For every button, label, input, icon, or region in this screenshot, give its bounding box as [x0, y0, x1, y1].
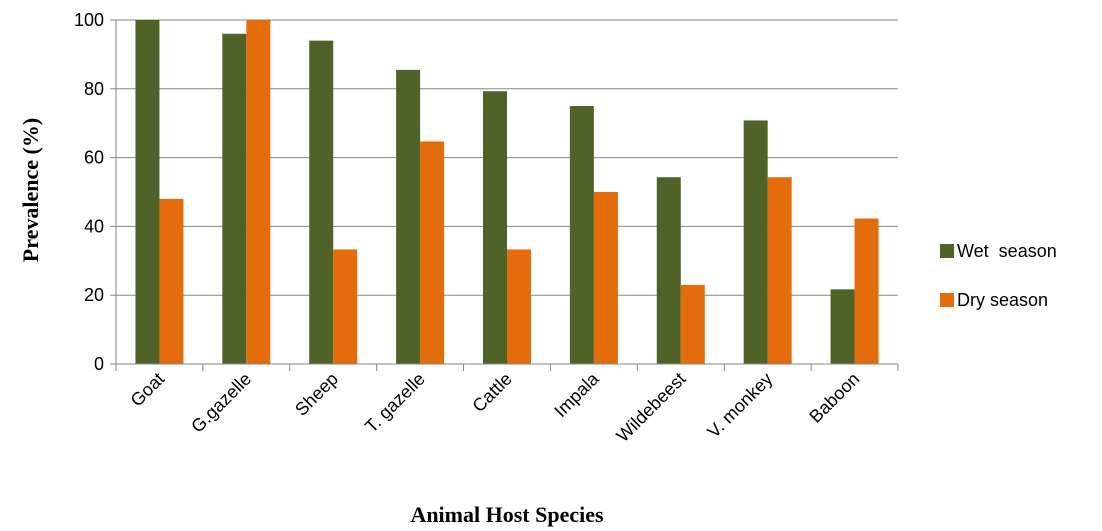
x-tick-label: Impala	[550, 368, 603, 421]
bar-wet-8	[830, 289, 855, 364]
bar-wet-3	[396, 69, 421, 364]
legend-label-dry-season: Dry season	[957, 290, 1048, 310]
y-tick-label: 40	[84, 216, 104, 236]
bar-dry-0	[159, 198, 184, 364]
legend-swatch-dry-season	[940, 293, 954, 307]
y-tick-label: 20	[84, 285, 104, 305]
bar-dry-7	[767, 177, 792, 364]
bar-wet-1	[222, 33, 247, 364]
bar-dry-6	[680, 284, 705, 364]
legend-swatch-wet-season	[940, 244, 954, 258]
x-tick-label: V. monkey	[703, 369, 776, 442]
bar-dry-1	[246, 20, 271, 364]
bar-wet-2	[309, 40, 334, 364]
legend: Wet season Dry season	[940, 241, 1057, 310]
x-tick-label: G.gazelle	[187, 369, 255, 437]
bar-dry-4	[507, 249, 531, 364]
bar-dry-5	[593, 192, 618, 364]
x-tick-label: T. gazelle	[361, 369, 429, 437]
x-tick-labels: Goat G.gazelle Sheep T. gazelle Cattle Impala…	[127, 368, 864, 446]
bar-dry-2	[333, 249, 358, 364]
y-tick-label: 100	[74, 10, 104, 30]
y-tick-label: 0	[94, 354, 104, 374]
bar-wet-0	[135, 20, 160, 364]
y-tick-labels: 0 20 40 60 80 100	[74, 10, 104, 374]
bars	[135, 20, 879, 364]
y-tick-label: 80	[84, 79, 104, 99]
axes	[110, 19, 899, 371]
x-tick-label: Wildebeest	[612, 369, 689, 446]
bar-dry-3	[420, 141, 445, 364]
x-tick-label: Cattle	[468, 369, 515, 416]
y-tick-label: 60	[84, 148, 104, 168]
bar-wet-6	[656, 177, 681, 364]
bar-dry-8	[854, 218, 879, 364]
x-tick-label: Sheep	[291, 369, 342, 420]
bar-wet-7	[743, 120, 768, 364]
x-tick-label: Baboon	[805, 369, 863, 427]
legend-label-wet-season: Wet season	[957, 241, 1057, 261]
x-axis-title: Animal Host Species	[410, 502, 604, 527]
bar-wet-4	[483, 91, 507, 364]
y-axis-title: Prevalence (%)	[18, 118, 43, 262]
x-tick-label: Goat	[127, 369, 169, 411]
bar-wet-5	[569, 106, 594, 364]
